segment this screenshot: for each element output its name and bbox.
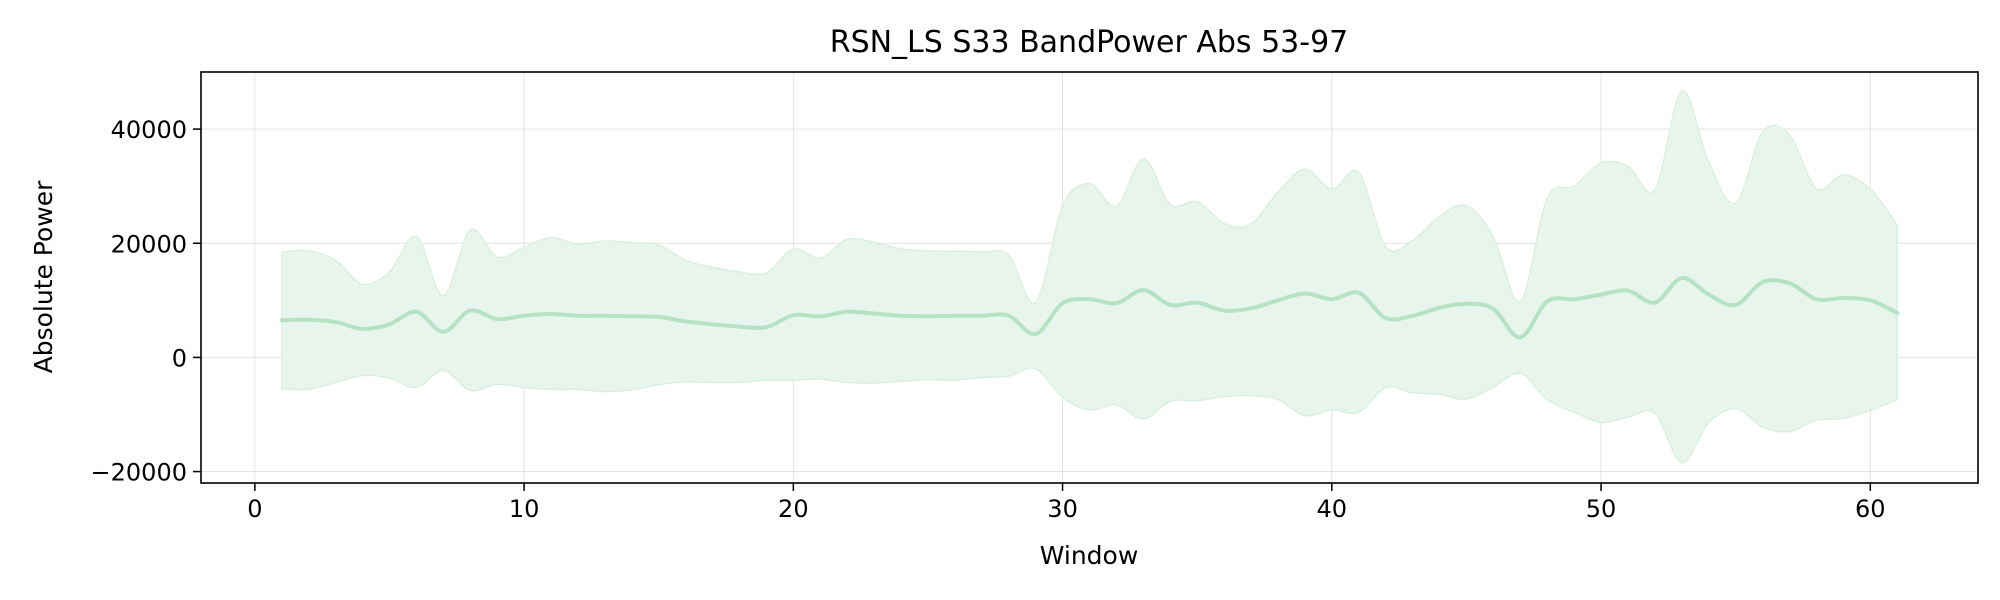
- y-tick-label: 0: [172, 344, 187, 372]
- x-tick-label: 60: [1855, 495, 1886, 523]
- std-band-area: [281, 90, 1898, 464]
- x-tick-label: 20: [778, 495, 809, 523]
- mean-line-layer: [279, 276, 1900, 340]
- y-axis-ticks: −20000 0 20000 40000: [91, 116, 201, 487]
- y-axis-label: Absolute Power: [29, 180, 58, 374]
- x-tick-label: 30: [1047, 495, 1078, 523]
- x-tick-label: 10: [509, 495, 540, 523]
- chart-title: RSN_LS S33 BandPower Abs 53-97: [830, 25, 1349, 60]
- plot-frame: [200, 71, 1979, 484]
- mean-line: [279, 276, 1900, 340]
- x-tick-label: 40: [1317, 495, 1348, 523]
- y-tick-label: 20000: [111, 230, 187, 258]
- y-tick-label: 40000: [111, 116, 187, 144]
- x-tick-label: 0: [247, 495, 262, 523]
- x-tick-label: 50: [1586, 495, 1617, 523]
- y-tick-label: −20000: [91, 459, 187, 487]
- x-axis-ticks: 0 10 20 30 40 50 60: [247, 483, 1886, 523]
- std-band: [281, 90, 1898, 464]
- x-axis-label: Window: [1040, 541, 1139, 570]
